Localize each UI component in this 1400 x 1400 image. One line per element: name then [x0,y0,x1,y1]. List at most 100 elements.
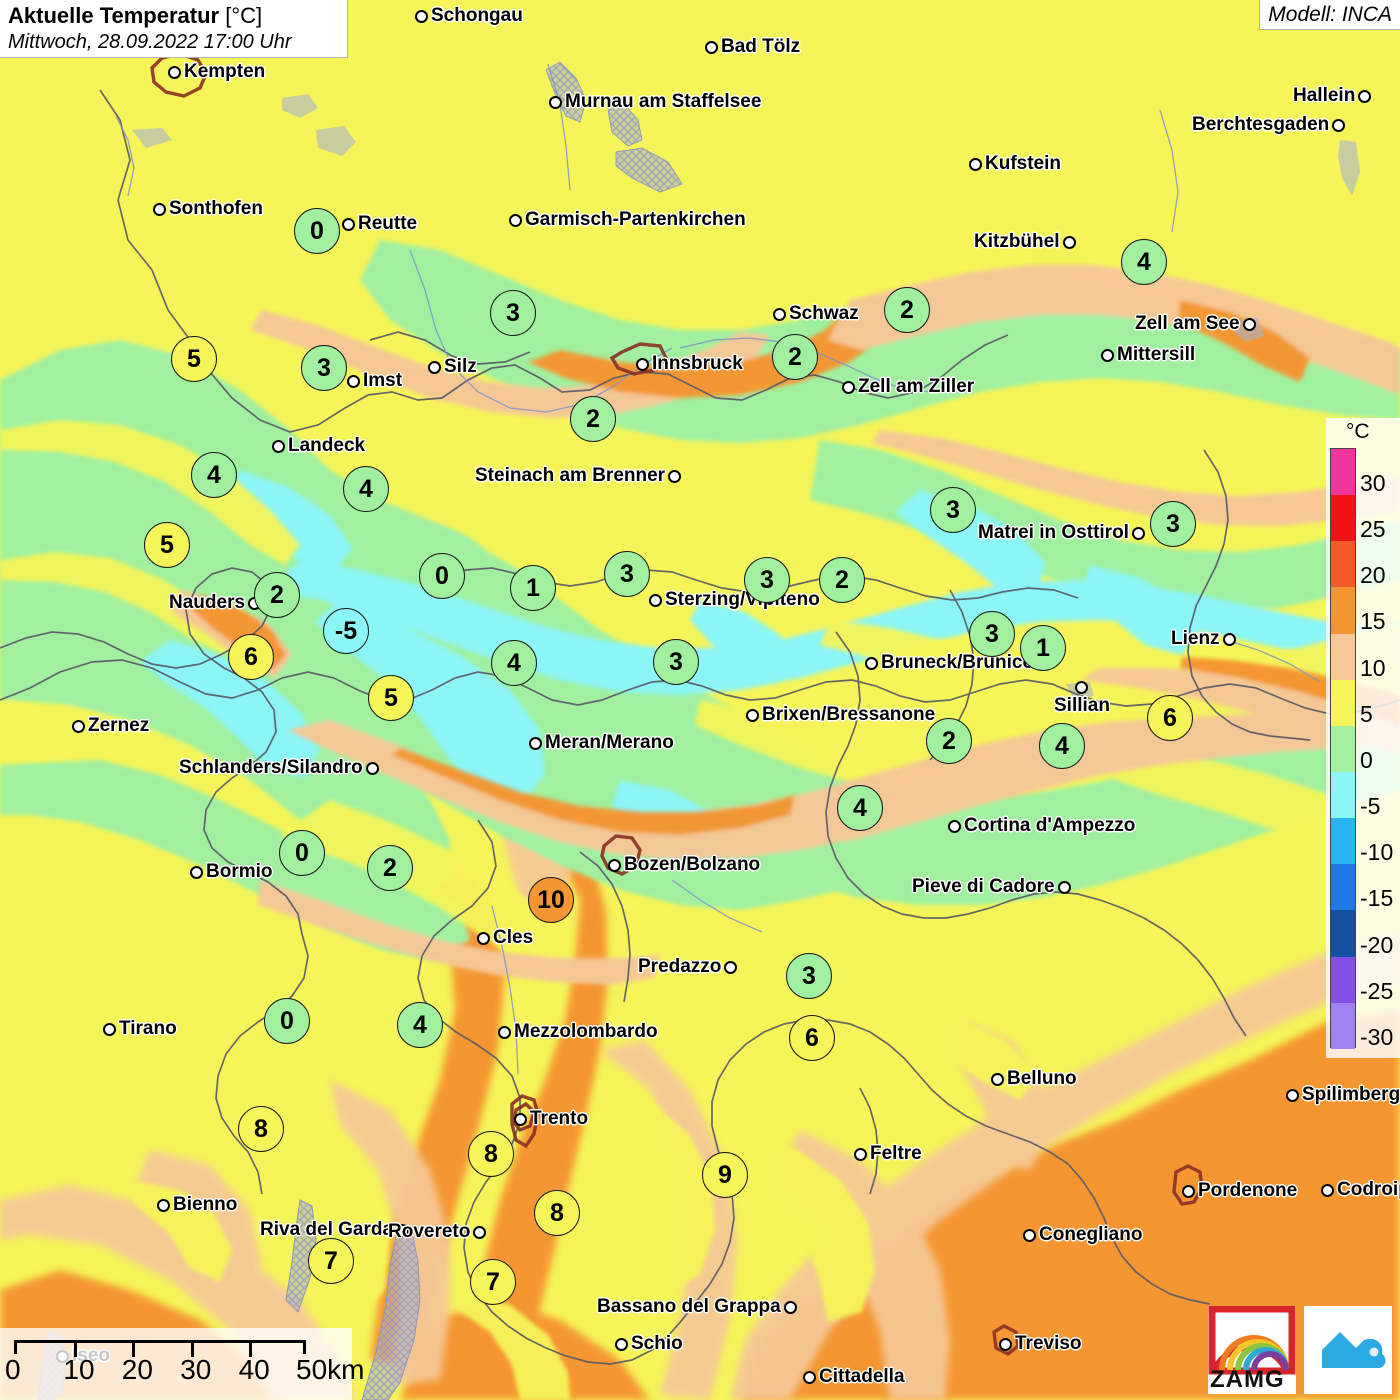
city-marker[interactable]: Imst [347,370,402,392]
city-marker[interactable]: Steinach am Brenner [475,465,682,487]
city-marker[interactable]: Kitzbühel [974,231,1076,253]
temperature-station[interactable]: 8 [534,1190,580,1236]
city-marker[interactable]: Landeck [272,435,365,457]
partner-logo[interactable] [1304,1306,1392,1394]
city-label: Kempten [184,61,266,82]
temperature-station[interactable]: 2 [819,557,865,603]
temperature-station[interactable]: 2 [254,572,300,618]
city-marker[interactable]: Pordenone [1182,1180,1297,1202]
city-marker[interactable]: Sillian [1054,681,1110,717]
temperature-station[interactable]: 0 [264,998,310,1044]
temperature-station[interactable]: 1 [1020,625,1066,671]
temperature-station[interactable]: 7 [470,1259,516,1305]
temperature-station[interactable]: 3 [604,551,650,597]
city-marker[interactable]: Kufstein [969,153,1061,175]
temperature-station[interactable]: 2 [926,718,972,764]
temperature-station[interactable]: 3 [930,487,976,533]
city-marker[interactable]: Nauders [169,592,262,614]
temperature-station[interactable]: 4 [1121,239,1167,285]
city-marker[interactable]: Hallein [1293,85,1372,107]
city-marker[interactable]: Treviso [999,1333,1082,1355]
city-marker[interactable]: Bozen/Bolzano [608,854,760,876]
temperature-station[interactable]: 8 [238,1106,284,1152]
temperature-station[interactable]: 4 [397,1002,443,1048]
temperature-station[interactable]: 4 [343,466,389,512]
city-marker[interactable]: Bad Tölz [705,36,800,58]
temperature-station[interactable]: 4 [837,785,883,831]
city-marker[interactable]: Brixen/Bressanone [746,704,935,726]
city-marker[interactable]: Trento [514,1108,588,1130]
city-marker[interactable]: Bormio [190,861,273,883]
temperature-station[interactable]: 5 [144,522,190,568]
temperature-station[interactable]: 0 [279,830,325,876]
temperature-station[interactable]: 6 [228,634,274,680]
temperature-station[interactable]: 3 [653,639,699,685]
city-marker[interactable]: Sonthofen [153,198,263,220]
temperature-station[interactable]: 5 [368,675,414,721]
city-marker[interactable]: Innsbruck [636,353,743,375]
temperature-station[interactable]: 2 [772,334,818,380]
city-label: Riva del Garda [260,1219,394,1240]
city-marker[interactable]: Lienz [1171,628,1236,650]
temperature-station[interactable]: 2 [884,287,930,333]
city-marker[interactable]: Bienno [157,1194,237,1216]
zamg-logo[interactable]: ZAMG [1208,1306,1296,1394]
city-marker[interactable]: Bruneck/Brunico [865,652,1034,674]
temperature-station[interactable]: 3 [744,557,790,603]
city-marker[interactable]: Sterzing/Vipiteno [649,589,820,611]
city-marker[interactable]: Zell am Ziller [842,376,974,398]
temperature-station[interactable]: 0 [419,553,465,599]
city-marker[interactable]: Belluno [991,1068,1077,1090]
city-marker[interactable]: Reutte [342,213,417,235]
city-dot-icon [705,40,718,54]
city-marker[interactable]: Schwaz [773,303,859,325]
temperature-station[interactable]: -5 [323,608,369,654]
temperature-station[interactable]: 3 [301,345,347,391]
city-marker[interactable]: Meran/Merano [529,732,674,754]
temperature-station[interactable]: 6 [789,1015,835,1061]
city-marker[interactable]: Murnau am Staffelsee [549,91,761,113]
city-marker[interactable]: Rovereto [388,1221,487,1243]
city-marker[interactable]: Pieve di Cadore [912,876,1071,898]
city-marker[interactable]: Matrei in Osttirol [978,522,1145,544]
city-marker[interactable]: Feltre [854,1143,922,1165]
city-marker[interactable]: Coneglianο [1023,1224,1142,1246]
city-marker[interactable]: Bassano del Grappa [597,1296,797,1318]
temperature-station[interactable]: 0 [294,208,340,254]
temperature-station[interactable]: 3 [1150,501,1196,547]
city-marker[interactable]: Garmisch-Partenkirchen [509,209,746,231]
temperature-station[interactable]: 5 [171,336,217,382]
temperature-station[interactable]: 1 [510,565,556,611]
city-marker[interactable]: Schlanders/Silandro [179,757,379,779]
city-marker[interactable]: Zernez [72,715,149,737]
city-marker[interactable]: Mittersill [1101,344,1195,366]
temperature-station[interactable]: 4 [191,452,237,498]
temperature-station[interactable]: 4 [1039,723,1085,769]
city-marker[interactable]: Cles [477,927,533,949]
city-marker[interactable]: Cortina d'Ampezzo [948,815,1135,837]
temperature-station[interactable]: 2 [367,845,413,891]
city-marker[interactable]: Schio [615,1333,683,1355]
temperature-station[interactable]: 3 [969,611,1015,657]
city-marker[interactable]: Silz [428,356,477,378]
city-marker[interactable]: Berchtesgaden [1192,114,1346,136]
temperature-station[interactable]: 2 [570,396,616,442]
city-marker[interactable]: Tirano [103,1018,177,1040]
temperature-station[interactable]: 3 [786,953,832,999]
temperature-station[interactable]: 9 [702,1152,748,1198]
city-marker[interactable]: Riva del Garda [260,1219,410,1241]
city-marker[interactable]: Spilimbergo [1286,1084,1400,1106]
city-marker[interactable]: Codroipo [1321,1179,1400,1201]
city-marker[interactable]: Mezzolombardo [498,1021,658,1043]
temperature-station[interactable]: 8 [468,1131,514,1177]
temperature-station[interactable]: 4 [491,640,537,686]
city-marker[interactable]: Zell am See [1135,313,1256,335]
city-marker[interactable]: Cittadella [803,1366,905,1388]
city-marker[interactable]: Kempten [168,61,265,83]
temperature-station[interactable]: 6 [1147,695,1193,741]
temperature-station[interactable]: 10 [528,877,574,923]
city-marker[interactable]: Predazzo [638,956,738,978]
city-marker[interactable]: Schongau [415,5,523,27]
temperature-station[interactable]: 7 [308,1238,354,1284]
temperature-station[interactable]: 3 [490,290,536,336]
